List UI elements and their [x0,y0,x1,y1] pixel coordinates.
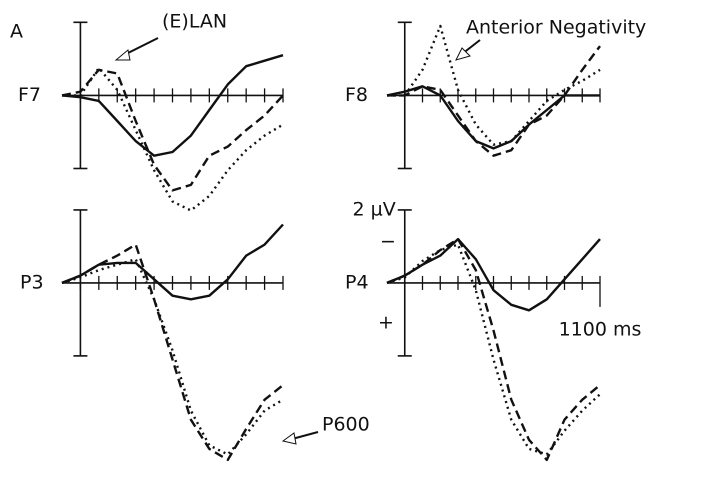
waveform [387,45,601,157]
channel-label: P4 [345,271,369,293]
waveform [61,68,284,192]
panel-label: A [10,21,23,43]
channel-label: F7 [18,84,41,106]
y-tick-label: 2 µV [353,198,396,220]
annotation: P600 [322,414,370,436]
waveform [61,243,284,462]
arrow-head [455,47,471,61]
arrow [291,431,319,440]
annotation: + [378,312,394,334]
waveform [386,237,601,312]
waveform [386,85,600,150]
annotation: (E)LAN [162,11,227,33]
waveform [61,223,284,301]
annotation: Anterior Negativity [466,17,646,39]
waveform [61,258,284,456]
annotation: − [380,231,396,253]
channel-label: F8 [345,84,368,106]
arrow-head [114,49,131,61]
x-tick-label: 1100 ms [559,318,642,340]
waveform [387,24,601,146]
arrow-head [281,432,297,445]
waveform [61,54,284,157]
channel-label: P3 [20,271,44,293]
waveform [386,237,601,462]
waveform [386,243,601,456]
waveform [62,66,284,212]
